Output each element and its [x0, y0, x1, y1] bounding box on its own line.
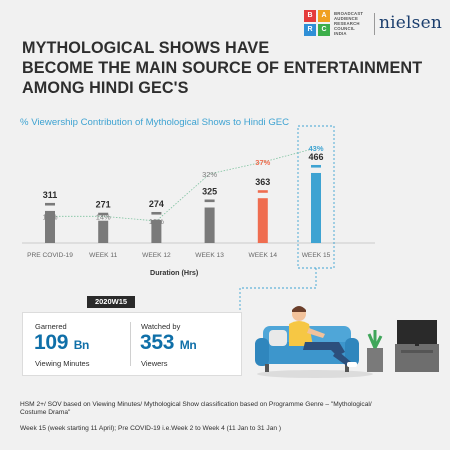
barc-letter-c: C	[318, 24, 330, 36]
stat-subcaption: Viewing Minutes	[35, 359, 90, 368]
bar-cap	[45, 202, 55, 206]
person-hair	[292, 306, 306, 312]
headline: MYTHOLOGICAL SHOWS HAVE BECOME THE MAIN …	[22, 38, 422, 98]
stat-divider	[130, 322, 131, 366]
barc-text-line: INDIA	[334, 31, 347, 36]
person-legs	[303, 342, 345, 356]
stat-number: 353	[140, 331, 175, 354]
stat-caption-garnered: Garnered	[35, 322, 67, 331]
stat-unit: Mn	[179, 338, 197, 352]
barc-text: BROADCAST AUDIENCE RESEARCH COUNCIL INDI…	[334, 11, 372, 36]
highlight-connector	[239, 268, 317, 312]
x-tick-label: WEEK 11	[89, 252, 117, 259]
percent-label: 37%	[255, 158, 270, 167]
tv-neck	[415, 342, 419, 346]
bar	[45, 210, 55, 243]
tv-screen	[397, 320, 437, 344]
bar-cap	[311, 164, 321, 168]
footnote-2: Week 15 (week starting 11 April); Pre CO…	[20, 425, 282, 432]
barc-letter-a: A	[318, 10, 330, 22]
side-table	[367, 348, 383, 372]
percent-label: 32%	[202, 170, 217, 179]
bar	[257, 198, 268, 243]
logo-separator	[374, 13, 375, 35]
x-tick-label: WEEK 15	[302, 252, 331, 259]
stat-viewing-minutes: 109 Bn	[34, 331, 89, 355]
barc-text-line: AUDIENCE	[334, 16, 359, 21]
x-tick-label: PRE COVID-19	[27, 252, 73, 259]
x-axis-label: Duration (Hrs)	[150, 268, 199, 277]
footnote-line: Costume Drama"	[20, 409, 71, 417]
stat-number: 109	[34, 331, 69, 354]
bar	[151, 219, 162, 243]
bar-value-label: 274	[149, 199, 164, 209]
barc-text-line: RESEARCH	[334, 21, 360, 26]
sofa-leg	[265, 364, 269, 372]
barc-letter-r: R	[304, 24, 316, 36]
logo-row: B A R C BROADCAST AUDIENCE RESEARCH COUN…	[304, 10, 444, 40]
sofa-arm-left	[255, 338, 269, 366]
bar	[311, 172, 321, 243]
stat-caption-watched: Watched by	[141, 322, 181, 331]
headline-line: AMONG HINDI GEC'S	[22, 79, 189, 97]
stat-subcaption: Viewers	[141, 359, 168, 368]
stat-unit: Bn	[73, 338, 90, 352]
percent-label: 43%	[308, 144, 323, 153]
bar-value-label: 363	[255, 177, 270, 187]
percent-label: 12%	[149, 217, 164, 226]
person-shoe	[347, 362, 357, 367]
stats-box: Garnered 109 Bn Viewing Minutes Watched …	[22, 312, 242, 376]
footnote-1: HSM 2+/ SOV based on Viewing Minutes/ My…	[20, 401, 440, 418]
barc-letter-b: B	[304, 10, 316, 22]
bar-cap	[204, 199, 215, 203]
bar	[98, 220, 109, 243]
bar	[204, 207, 215, 243]
tv-stand	[395, 344, 439, 372]
tv-watching-illustration	[255, 306, 439, 378]
percent-label: 14%	[96, 212, 111, 221]
bar-cap	[257, 190, 268, 193]
bar-cap	[151, 211, 162, 215]
x-tick-label: WEEK 12	[142, 252, 171, 259]
person-shin	[333, 350, 351, 366]
barc-text-line: BROADCAST	[334, 11, 364, 16]
headline-line: BECOME THE MAIN SOURCE OF ENTERTAINMENT	[22, 59, 423, 77]
person-arm	[307, 328, 325, 338]
floor-shadow	[257, 370, 373, 378]
week-tag: 2020W15	[87, 296, 135, 308]
bar-value-label: 325	[202, 187, 217, 197]
bar-cap	[98, 212, 109, 216]
cushion	[269, 330, 287, 346]
headline-line: MYTHOLOGICAL SHOWS HAVE	[22, 39, 270, 57]
barc-text-line: COUNCIL	[334, 26, 355, 31]
sofa-arm-right	[345, 338, 359, 366]
person-shirt	[289, 321, 313, 346]
bar-value-label: 466	[308, 152, 323, 162]
percent-trend-line	[50, 147, 317, 222]
barc-logo: B A R C	[304, 10, 330, 36]
percent-label: 14%	[42, 212, 57, 221]
sofa-leg	[345, 364, 349, 372]
footnote-line: HSM 2+/ SOV based on Viewing Minutes/ My…	[20, 401, 372, 408]
plant	[367, 330, 383, 349]
tv-stand-shelf	[401, 350, 433, 353]
stat-viewers: 353 Mn	[140, 331, 197, 355]
chart-title: % Viewership Contribution of Mythologica…	[20, 117, 290, 128]
bar-value-label: 311	[43, 190, 58, 200]
bar-value-label: 271	[96, 200, 111, 210]
x-tick-label: WEEK 13	[195, 252, 224, 259]
x-tick-label: WEEK 14	[249, 252, 278, 259]
nielsen-logo: nielsen	[379, 13, 443, 33]
